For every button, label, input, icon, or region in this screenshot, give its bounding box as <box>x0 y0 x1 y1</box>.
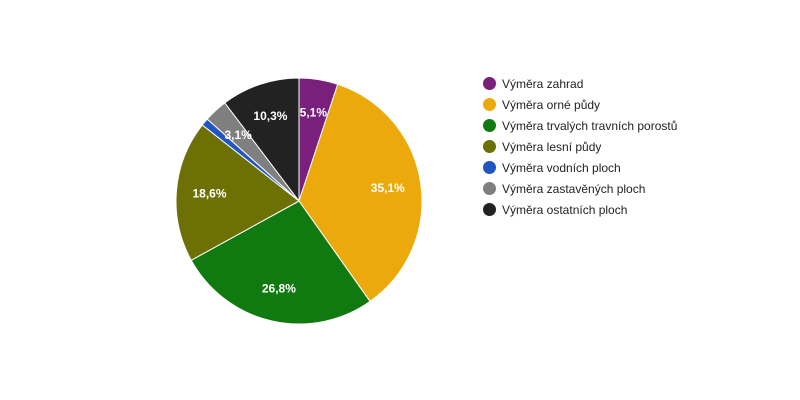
legend-item-vymera-orne-pudy[interactable]: Výměra orné půdy <box>483 94 677 115</box>
legend-item-vymera-trvalych-travnich-porostu[interactable]: Výměra trvalých travních porostů <box>483 115 677 136</box>
legend-label: Výměra ostatních ploch <box>502 202 628 217</box>
pie-slice-vymera-ostatnich-ploch[interactable] <box>224 77 300 203</box>
legend-label: Výměra trvalých travních porostů <box>502 118 678 133</box>
legend-item-vymera-zahrad[interactable]: Výměra zahrad <box>483 73 677 94</box>
slice-label-vymera-zastavenych-ploch: 3,1% <box>224 128 252 142</box>
legend-swatch <box>483 161 496 174</box>
pie-slice-vymera-lesni-pudy[interactable] <box>175 124 300 261</box>
legend-item-vymera-zastavenych-ploch[interactable]: Výměra zastavěných ploch <box>483 178 677 199</box>
legend-label: Výměra vodních ploch <box>502 160 621 175</box>
legend-swatch <box>483 140 496 153</box>
pie-slices <box>175 77 423 325</box>
legend-swatch <box>483 203 496 216</box>
slice-label-vymera-orne-pudy: 35,1% <box>371 181 405 195</box>
legend-swatch <box>483 182 496 195</box>
slice-label-vymera-ostatnich-ploch: 10,3% <box>253 109 287 123</box>
pie-slice-vymera-orne-pudy[interactable] <box>298 83 423 303</box>
chart-legend: Výměra zahrad Výměra orné půdy Výměra trva… <box>483 73 677 220</box>
legend-item-vymera-lesni-pudy[interactable]: Výměra lesní půdy <box>483 136 677 157</box>
legend-label: Výměra orné půdy <box>502 97 601 112</box>
legend-swatch <box>483 77 496 90</box>
slice-label-vymera-trvalych-travnich-porostu: 26,8% <box>262 282 296 296</box>
legend-swatch <box>483 119 496 132</box>
slice-label-vymera-zahrad: 5,1% <box>300 105 328 119</box>
legend-label: Výměra lesní půdy <box>502 139 602 154</box>
legend-item-vymera-ostatnich-ploch[interactable]: Výměra ostatních ploch <box>483 199 677 220</box>
legend-swatch <box>483 98 496 111</box>
slice-labels: 5,1% 35,1% 26,8% 18,6% 3,1%10,3% <box>192 105 405 295</box>
legend-item-vymera-vodnich-ploch[interactable]: Výměra vodních ploch <box>483 157 677 178</box>
slice-label-vymera-lesni-pudy: 18,6% <box>192 187 226 201</box>
legend-label: Výměra zastavěných ploch <box>502 181 646 196</box>
pie-slice-vymera-trvalych-travnich-porostu[interactable] <box>190 200 371 325</box>
legend-label: Výměra zahrad <box>502 76 584 91</box>
